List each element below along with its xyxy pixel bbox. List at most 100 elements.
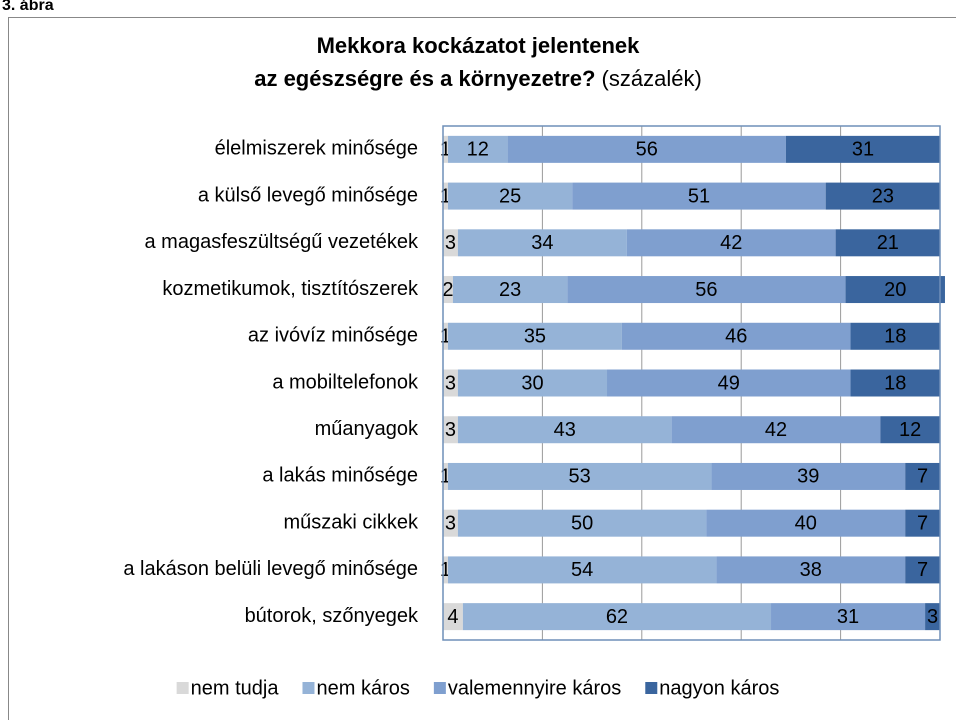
bar-segment: [572, 182, 826, 210]
bar-segment: [447, 182, 573, 210]
data-label: 25: [499, 185, 521, 207]
bar-segment: [447, 556, 717, 584]
bar-segment: [452, 276, 568, 304]
bar-segment: [457, 369, 608, 397]
data-label: 42: [720, 232, 742, 254]
data-label: 43: [554, 419, 576, 441]
bar-segment: [457, 509, 707, 537]
plot-frame: [442, 125, 941, 641]
legend-swatch: [433, 682, 446, 694]
bar-segment: [462, 603, 772, 631]
bar-segment: [880, 416, 940, 444]
bar-segment: [905, 556, 940, 584]
legend-swatch: [176, 682, 189, 694]
legend-label: nem tudja: [191, 677, 280, 699]
chart-subtitle: (százalék): [602, 66, 702, 91]
bar-segment: [607, 369, 851, 397]
y-tick-label: élelmiszerek minősége: [215, 138, 418, 160]
bar-segment: [443, 229, 458, 257]
y-tick-label: bútorok, szőnyegek: [245, 605, 419, 627]
bar-segment: [443, 416, 458, 444]
data-label: 35: [524, 326, 546, 348]
y-tick-label: műanyagok: [315, 418, 419, 440]
data-label: 1: [440, 139, 451, 161]
data-label: 40: [795, 512, 817, 534]
bar-segment: [825, 182, 940, 210]
y-tick-label: a magasfeszültségű vezetékek: [145, 231, 419, 253]
y-tick-label: a lakás minősége: [262, 465, 418, 487]
bar-segment: [443, 603, 463, 631]
bar-segment: [447, 135, 508, 163]
bar-segment: [905, 509, 940, 537]
data-label: 49: [718, 372, 740, 394]
bar-segment: [567, 276, 846, 304]
bar-segment: [507, 135, 786, 163]
data-label: 21: [877, 232, 899, 254]
data-label: 51: [688, 185, 710, 207]
bar-segment: [925, 603, 940, 631]
data-label: 1: [440, 326, 451, 348]
bar-segment: [457, 229, 627, 257]
bar-segment: [706, 509, 906, 537]
data-label: 34: [531, 232, 553, 254]
bar-segment: [626, 229, 836, 257]
bar-segment: [621, 322, 851, 350]
data-label: 56: [695, 279, 717, 301]
bar-segment: [711, 462, 906, 490]
bar-segment: [716, 556, 906, 584]
data-label: 18: [884, 326, 906, 348]
data-label: 38: [800, 559, 822, 581]
data-label: 30: [521, 372, 543, 394]
y-tick-label: a mobiltelefonok: [272, 371, 419, 393]
bar-segment: [785, 135, 940, 163]
bar-segment: [845, 276, 945, 304]
chart-title: az egészségre és a környezetre?: [254, 66, 595, 91]
data-label: 56: [636, 139, 658, 161]
data-label: 12: [899, 419, 921, 441]
data-label: 53: [569, 466, 591, 488]
data-label: 23: [872, 185, 894, 207]
data-label: 7: [917, 512, 928, 534]
y-tick-label: az ivóvíz minősége: [248, 325, 418, 347]
data-label: 3: [445, 232, 456, 254]
bar-segment: [850, 369, 940, 397]
legend-label: nagyon káros: [659, 677, 779, 699]
chart-frame: [8, 17, 956, 720]
data-label: 2: [442, 279, 453, 301]
bar-segment: [443, 509, 458, 537]
data-label: 1: [440, 185, 451, 207]
data-label: 23: [499, 279, 521, 301]
data-label: 1: [440, 466, 451, 488]
data-label: 3: [927, 606, 938, 628]
bar-segment: [671, 416, 881, 444]
y-tick-label: műszaki cikkek: [284, 511, 419, 533]
chart-title: az egészségre és a környezetre? (százalé…: [254, 66, 702, 91]
bar-segment: [850, 322, 940, 350]
bar-segment: [771, 603, 926, 631]
data-label: 7: [917, 559, 928, 581]
data-label: 20: [884, 279, 906, 301]
data-label: 3: [445, 372, 456, 394]
bar-segment: [457, 416, 672, 444]
bar-segment: [447, 322, 622, 350]
data-label: 46: [725, 326, 747, 348]
data-label: 50: [571, 512, 593, 534]
data-label: 54: [571, 559, 593, 581]
caption: 3. ábra: [2, 0, 54, 14]
bar-segment: [447, 462, 712, 490]
data-label: 31: [837, 606, 859, 628]
y-tick-label: a lakáson belüli levegő minősége: [123, 558, 418, 580]
data-label: 3: [445, 419, 456, 441]
chart-title: Mekkora kockázatot jelentenek: [317, 33, 641, 58]
data-label: 42: [765, 419, 787, 441]
bar-segment: [905, 462, 940, 490]
bar-segment: [443, 556, 448, 584]
y-tick-label: a külső levegő minősége: [198, 184, 418, 206]
bar-segment: [443, 322, 448, 350]
bar-segment: [443, 276, 453, 304]
bar-segment: [443, 462, 448, 490]
y-tick-label: kozmetikumok, tisztítószerek: [162, 278, 419, 300]
legend-swatch: [645, 682, 658, 694]
legend-swatch: [302, 682, 315, 694]
